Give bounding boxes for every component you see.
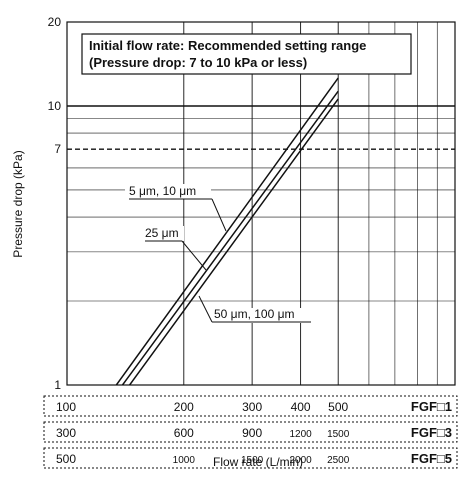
x-tick-label: 1500 bbox=[327, 429, 350, 440]
series-leader-line bbox=[181, 240, 207, 271]
series-lines bbox=[115, 77, 339, 386]
x-tick-label: 1000 bbox=[173, 455, 196, 466]
series-label-5-10um: 5 μm, 10 μm bbox=[125, 184, 227, 232]
x-tick-label: 2500 bbox=[327, 455, 350, 466]
series-label-25um: 25 μm bbox=[142, 226, 207, 271]
model-label: FGF□5 bbox=[411, 451, 452, 466]
x-tick-label: 1500 bbox=[241, 455, 264, 466]
series-label-text: 5 μm, 10 μm bbox=[129, 184, 196, 198]
x-tick-label: 400 bbox=[291, 400, 311, 414]
row-box bbox=[43, 447, 458, 469]
flow-rate-row: 500 1000 1500 2000 2500 FGF□5 bbox=[43, 447, 458, 469]
y-tick-label: 10 bbox=[48, 99, 62, 113]
series-callouts: 5 μm, 10 μm 25 μm 50 μm, 100 μm bbox=[125, 184, 314, 323]
plot-frame bbox=[66, 21, 456, 386]
x-tick-label: 300 bbox=[56, 426, 76, 440]
series-leader-line bbox=[198, 295, 213, 323]
note-box bbox=[81, 33, 412, 75]
flow-rate-row: 300 600 900 1200 1500 FGF□3 bbox=[43, 421, 458, 443]
y-axis-label: Pressure drop (kPa) bbox=[11, 150, 25, 257]
series-line bbox=[121, 90, 339, 386]
series-line bbox=[129, 98, 339, 386]
x-tick-label: 1200 bbox=[289, 429, 312, 440]
series-line bbox=[115, 77, 339, 386]
flow-rate-rows: 100 200 300 400 500 FGF□1 300 600 900 1200 1500 FGF… bbox=[43, 395, 458, 469]
x-tick-label: 500 bbox=[328, 400, 348, 414]
x-tick-label: 500 bbox=[56, 452, 76, 466]
note-line-2: (Pressure drop: 7 to 10 kPa or less) bbox=[89, 55, 307, 70]
row-box bbox=[43, 421, 458, 443]
x-tick-label: 200 bbox=[174, 400, 194, 414]
series-label-text: 50 μm, 100 μm bbox=[214, 307, 295, 321]
x-tick-label: 2000 bbox=[289, 455, 312, 466]
series-label-50-100um: 50 μm, 100 μm bbox=[198, 295, 314, 323]
x-tick-label: 100 bbox=[56, 400, 76, 414]
x-axis-label: Flow rate (L/min) bbox=[213, 455, 303, 469]
x-tick-label: 600 bbox=[174, 426, 194, 440]
y-tick-labels: 1 7 10 20 bbox=[48, 15, 62, 392]
grid bbox=[67, 22, 455, 385]
flow-rate-row: 100 200 300 400 500 FGF□1 bbox=[43, 395, 458, 417]
y-tick-label: 20 bbox=[48, 15, 62, 29]
model-label: FGF□3 bbox=[411, 425, 452, 440]
y-tick-label: 1 bbox=[54, 378, 61, 392]
note-line-1: Initial flow rate: Recommended setting r… bbox=[89, 38, 366, 53]
series-label-text: 25 μm bbox=[145, 226, 179, 240]
setting-range-note: Initial flow rate: Recommended setting r… bbox=[81, 33, 412, 75]
x-tick-label: 900 bbox=[242, 426, 262, 440]
reference-lines bbox=[67, 105, 455, 150]
y-tick-label: 7 bbox=[54, 142, 61, 156]
series-leader-line bbox=[211, 198, 227, 232]
model-label: FGF□1 bbox=[411, 399, 452, 414]
x-tick-label: 300 bbox=[242, 400, 262, 414]
row-box bbox=[43, 395, 458, 417]
